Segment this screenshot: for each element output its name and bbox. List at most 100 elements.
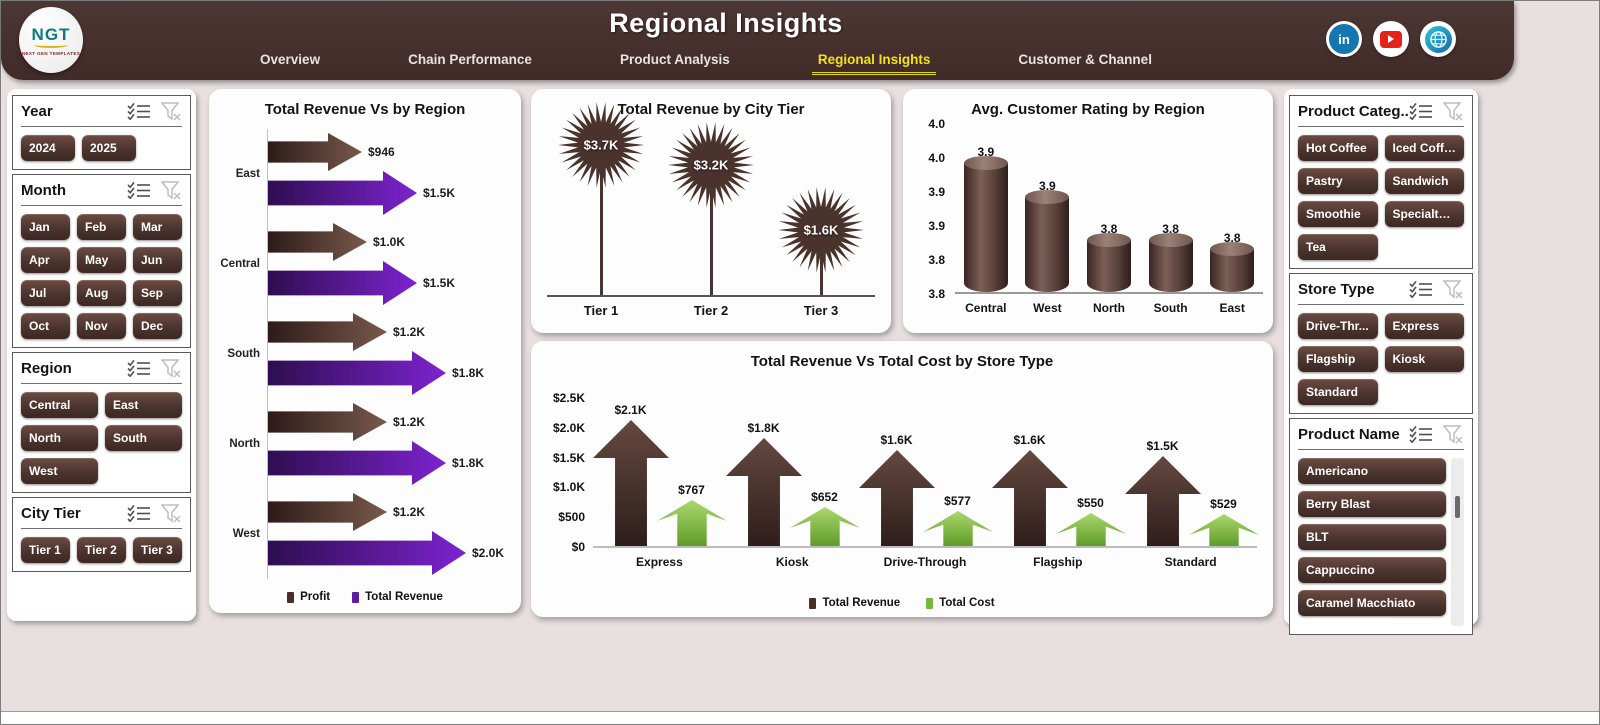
select-all-icon[interactable] <box>127 182 151 199</box>
filter-chip-hot-coffee[interactable]: Hot Coffee <box>1298 135 1378 161</box>
filter-header-icons <box>1409 425 1464 444</box>
cost-arrow <box>1188 514 1259 546</box>
filter-chip-north[interactable]: North <box>21 425 98 451</box>
filter-chip-tier-2[interactable]: Tier 2 <box>77 537 126 563</box>
filter-chip-iced-coffee[interactable]: Iced Coffee <box>1384 135 1464 161</box>
filter-chip-pastry[interactable]: Pastry <box>1298 168 1378 194</box>
clear-filter-icon[interactable] <box>161 181 182 200</box>
select-all-icon[interactable] <box>127 505 151 522</box>
filter-chip-kiosk[interactable]: Kiosk <box>1384 346 1464 372</box>
category-label: Standard <box>1164 555 1217 569</box>
select-all-icon[interactable] <box>127 360 151 377</box>
left-filter-panel: Year 2024 2025 Month Jan Feb Mar Apr May Jun Jul Au… <box>7 89 196 621</box>
clear-filter-icon[interactable] <box>1443 102 1464 121</box>
revenue-bar <box>268 351 446 395</box>
filter-chip-mar[interactable]: Mar <box>133 214 182 240</box>
website-icon[interactable] <box>1420 21 1456 57</box>
y-tick-label: 3.9 <box>928 185 945 199</box>
clear-filter-icon[interactable] <box>1443 280 1464 299</box>
tab-overview[interactable]: Overview <box>260 52 321 67</box>
clear-filter-icon[interactable] <box>1443 425 1464 444</box>
tab-product-analysis[interactable]: Product Analysis <box>620 52 730 67</box>
divider <box>1298 304 1464 305</box>
select-all-icon[interactable] <box>127 103 151 120</box>
scrollbar-track[interactable] <box>1451 458 1464 626</box>
filter-chip-tea[interactable]: Tea <box>1298 234 1378 260</box>
cylinder-bar-east: 3.8 <box>1210 231 1255 292</box>
filter-header-icons <box>127 359 182 378</box>
filter-chip-caramel-macchiato[interactable]: Caramel Macchiato <box>1298 590 1446 616</box>
filter-chip-east[interactable]: East <box>105 392 182 418</box>
youtube-icon[interactable] <box>1373 21 1409 57</box>
filter-chip-2025[interactable]: 2025 <box>82 135 136 161</box>
filter-chip-south[interactable]: South <box>105 425 182 451</box>
filter-chip-drive-thr[interactable]: Drive-Thr... <box>1298 313 1378 339</box>
value-label: $1.8K <box>452 456 485 470</box>
filter-options: Jan Feb Mar Apr May Jun Jul Aug Sep Oct Nov Dec <box>21 214 182 339</box>
filter-chip-oct[interactable]: Oct <box>21 313 70 339</box>
filter-chip-sep[interactable]: Sep <box>133 280 182 306</box>
filter-chip-americano[interactable]: Americano <box>1298 458 1446 484</box>
divider <box>21 528 182 529</box>
clear-filter-icon[interactable] <box>161 102 182 121</box>
filter-chip-jan[interactable]: Jan <box>21 214 70 240</box>
filter-chip-standard[interactable]: Standard <box>1298 379 1378 405</box>
chart-revenue-profit-by-region: Total Revenue Vs by Region East $946 $1.5K… <box>209 89 521 613</box>
revenue-column: $2.1K <box>592 403 669 546</box>
select-all-icon[interactable] <box>1409 281 1433 298</box>
filter-chip-specialty[interactable]: Specialty ... <box>1384 201 1464 227</box>
page-title: Regional Insights <box>609 8 843 38</box>
filter-chip-feb[interactable]: Feb <box>77 214 126 240</box>
filter-chip-tier-3[interactable]: Tier 3 <box>133 537 182 563</box>
chart-title: Total Revenue by City Tier <box>617 101 805 118</box>
filter-chip-berry-blast[interactable]: Berry Blast <box>1298 491 1446 517</box>
category-label: Central <box>965 301 1007 315</box>
tab-regional-insights[interactable]: Regional Insights <box>811 49 937 75</box>
filter-options: 2024 2025 <box>21 135 182 161</box>
select-all-icon[interactable] <box>1409 426 1433 443</box>
clear-filter-icon[interactable] <box>161 504 182 523</box>
value-label: $1.5K <box>423 186 456 200</box>
filter-chip-nov[interactable]: Nov <box>77 313 126 339</box>
revenue-arrow <box>725 438 802 546</box>
legend-item-profit: Profit <box>287 591 330 603</box>
scrollbar-thumb[interactable] <box>1455 496 1460 518</box>
filter-chip-smoothie[interactable]: Smoothie <box>1298 201 1378 227</box>
value-label: $1.2K <box>393 505 426 519</box>
y-axis-ticks: $2.5K $2.0K $1.5K $1.0K $500 $0 <box>541 391 585 554</box>
tab-customer-channel[interactable]: Customer & Channel <box>1018 52 1152 67</box>
filter-chip-dec[interactable]: Dec <box>133 313 182 339</box>
chart-row-south: South $1.2K $1.8K <box>219 309 513 399</box>
bars-area: $1.2K $1.8K <box>267 399 513 489</box>
filter-chip-2024[interactable]: 2024 <box>21 135 75 161</box>
filter-chip-flagship[interactable]: Flagship <box>1298 346 1378 372</box>
filter-section-region: Region Central East North South West <box>12 352 191 493</box>
filter-chip-aug[interactable]: Aug <box>77 280 126 306</box>
value-label: 3.8 <box>1223 231 1241 245</box>
cylinder-bar-north: 3.8 <box>1086 222 1131 292</box>
filter-chip-cappuccino[interactable]: Cappuccino <box>1298 557 1446 583</box>
filter-chip-west[interactable]: West <box>21 458 98 484</box>
logo-subtext: NEXT GEN TEMPLATES <box>21 50 81 56</box>
filter-chip-sandwich[interactable]: Sandwich <box>1384 168 1464 194</box>
filter-chip-apr[interactable]: Apr <box>21 247 70 273</box>
select-all-icon[interactable] <box>1409 103 1433 120</box>
filter-chip-tier-1[interactable]: Tier 1 <box>21 537 70 563</box>
category-label: North <box>229 438 260 450</box>
tab-chain-performance[interactable]: Chain Performance <box>408 52 532 67</box>
starburst-marker <box>778 187 864 273</box>
y-axis-ticks: 4.0 4.0 3.9 3.9 3.8 3.8 <box>911 117 945 301</box>
store-type-group-standard: $1.5K $529 <box>1124 439 1259 546</box>
filter-chip-jul[interactable]: Jul <box>21 280 70 306</box>
category-label: Tier 3 <box>803 303 839 318</box>
bar-line: $2.0K <box>268 531 513 575</box>
clear-filter-icon[interactable] <box>161 359 182 378</box>
filter-chip-central[interactable]: Central <box>21 392 98 418</box>
filter-chip-express[interactable]: Express <box>1384 313 1464 339</box>
filter-chip-jun[interactable]: Jun <box>133 247 182 273</box>
category-label: South <box>1153 301 1188 315</box>
revenue-arrow <box>858 450 935 546</box>
linkedin-icon[interactable]: in <box>1326 21 1362 57</box>
filter-chip-blt[interactable]: BLT <box>1298 524 1446 550</box>
filter-chip-may[interactable]: May <box>77 247 126 273</box>
